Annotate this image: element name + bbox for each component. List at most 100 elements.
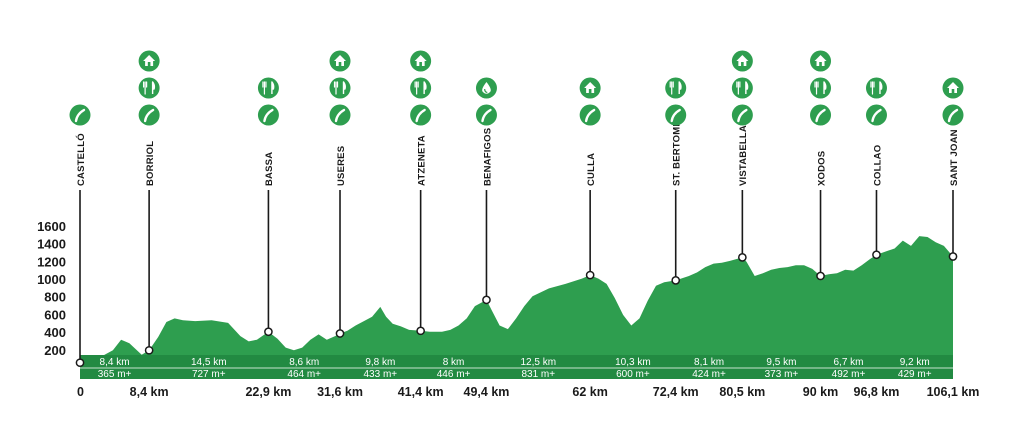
house-icon [942,77,964,99]
waypoint-0: CASTELLÓ [69,104,91,368]
waypoint-name: COLLAO [872,145,883,186]
waypoint-marker [816,271,825,281]
waypoint-name: BORRIOL [145,141,156,186]
waypoint-marker [872,250,881,260]
road-icon [329,104,351,126]
segment-distance-label: 14,5 km [191,357,227,368]
restaurant-icon [329,77,351,99]
segment-distance-label: 6,7 km [833,357,863,368]
waypoint-marker [738,253,747,262]
road-icon [138,104,160,126]
road-icon [257,104,279,126]
waypoint-4: ATZENETA [410,50,432,336]
y-tick-label: 1000 [37,272,66,287]
x-axis: 0 8,4 km 22,9 km 31,6 km 41,4 km 49,4 km 62 km… [77,385,979,399]
y-tick-label: 1400 [37,237,66,252]
waypoint-marker [585,270,595,280]
waypoint-marker [144,345,154,355]
x-tick-label: 49,4 km [464,385,510,399]
segment-ascent-label: 446 m+ [437,369,471,380]
y-tick-label: 1200 [37,254,66,269]
waypoint-marker [482,295,491,305]
house-icon [579,77,601,99]
y-tick-label: 1600 [37,219,66,234]
waypoint-name: VISTABELLA [738,125,749,186]
y-tick-label: 600 [44,307,66,322]
segment-ascent-label: 492 m+ [832,369,866,380]
elevation-area [80,236,953,368]
waypoint-10: COLLAO [865,77,887,260]
segment-ascent-label: 831 m+ [521,369,555,380]
waypoint-name: BASSA [264,152,275,186]
waypoint-name: USERES [336,146,347,186]
restaurant-icon [731,77,753,99]
y-tick-label: 400 [44,325,66,340]
x-tick-label: 22,9 km [245,385,291,399]
segment-ascent-label: 464 m+ [287,369,321,380]
waypoint-marker [671,276,681,285]
road-icon [865,104,887,126]
waypoint-2: BASSA [257,77,279,337]
segment-ascent-label: 600 m+ [616,369,650,380]
segment-distance-label: 8 km [443,357,465,368]
x-tick-label: 41,4 km [398,385,444,399]
x-tick-label: 72,4 km [653,385,699,399]
waypoint-name: CASTELLÓ [75,133,87,186]
profile-area-layer [80,236,953,379]
segment-band [80,355,953,379]
segment-distance-label: 8,1 km [694,357,724,368]
x-tick-label: 106,1 km [927,385,980,399]
house-icon [810,50,832,72]
restaurant-icon [410,77,432,99]
y-axis: 200 400 600 800 1000 1200 1400 1600 [37,219,66,358]
road-icon [579,104,601,126]
waypoint-7: ST. BERTOMEU [665,77,687,285]
segment-ascent-label: 365 m+ [98,369,132,380]
waypoint-9: XODOS [810,50,832,281]
waypoint-5: BENAFIGOS [475,77,497,305]
x-tick-label: 31,6 km [317,385,363,399]
waypoint-marker [416,326,425,336]
segment-distance-label: 8,6 km [289,357,319,368]
waypoint-name: XODOS [816,151,827,186]
segment-distance-label: 12,5 km [521,357,557,368]
restaurant-icon [257,77,279,99]
house-icon [138,50,160,72]
waypoint-6: CULLA [579,77,601,280]
waypoint-8: VISTABELLA [731,50,753,262]
restaurant-icon [865,77,887,99]
waypoint-name: ATZENETA [416,135,427,186]
segment-distance-label: 9,5 km [766,357,796,368]
segment-distance-label: 9,2 km [900,357,930,368]
house-icon [410,50,432,72]
waypoint-name: CULLA [586,153,597,186]
road-icon [69,104,91,126]
x-tick-label: 62 km [572,385,607,399]
segment-distance-label: 8,4 km [100,357,130,368]
road-icon [475,104,497,126]
water-icon [475,77,497,99]
x-tick-label: 90 km [803,385,838,399]
waypoints-layer: CASTELLÓ BORRIOL BASSA USERES ATZENETA BENAFI… [69,50,964,368]
restaurant-icon [810,77,832,99]
road-icon [942,104,964,126]
road-icon [665,104,687,126]
segment-distance-label: 9,8 km [365,357,395,368]
segment-ascent-label: 424 m+ [692,369,726,380]
restaurant-icon [665,77,687,99]
waypoint-marker [948,252,958,261]
x-tick-label: 80,5 km [719,385,765,399]
waypoint-11: SANT JOAN [942,77,964,261]
x-tick-label: 8,4 km [130,385,169,399]
waypoint-3: USERES [329,50,351,338]
segment-distance-label: 10,3 km [615,357,651,368]
y-tick-label: 800 [44,290,66,305]
waypoint-marker [264,327,273,337]
waypoint-marker [335,329,345,338]
y-tick-label: 200 [44,343,66,358]
segment-ascent-label: 429 m+ [898,369,932,380]
road-icon [410,104,432,126]
waypoint-name: BENAFIGOS [482,128,493,186]
